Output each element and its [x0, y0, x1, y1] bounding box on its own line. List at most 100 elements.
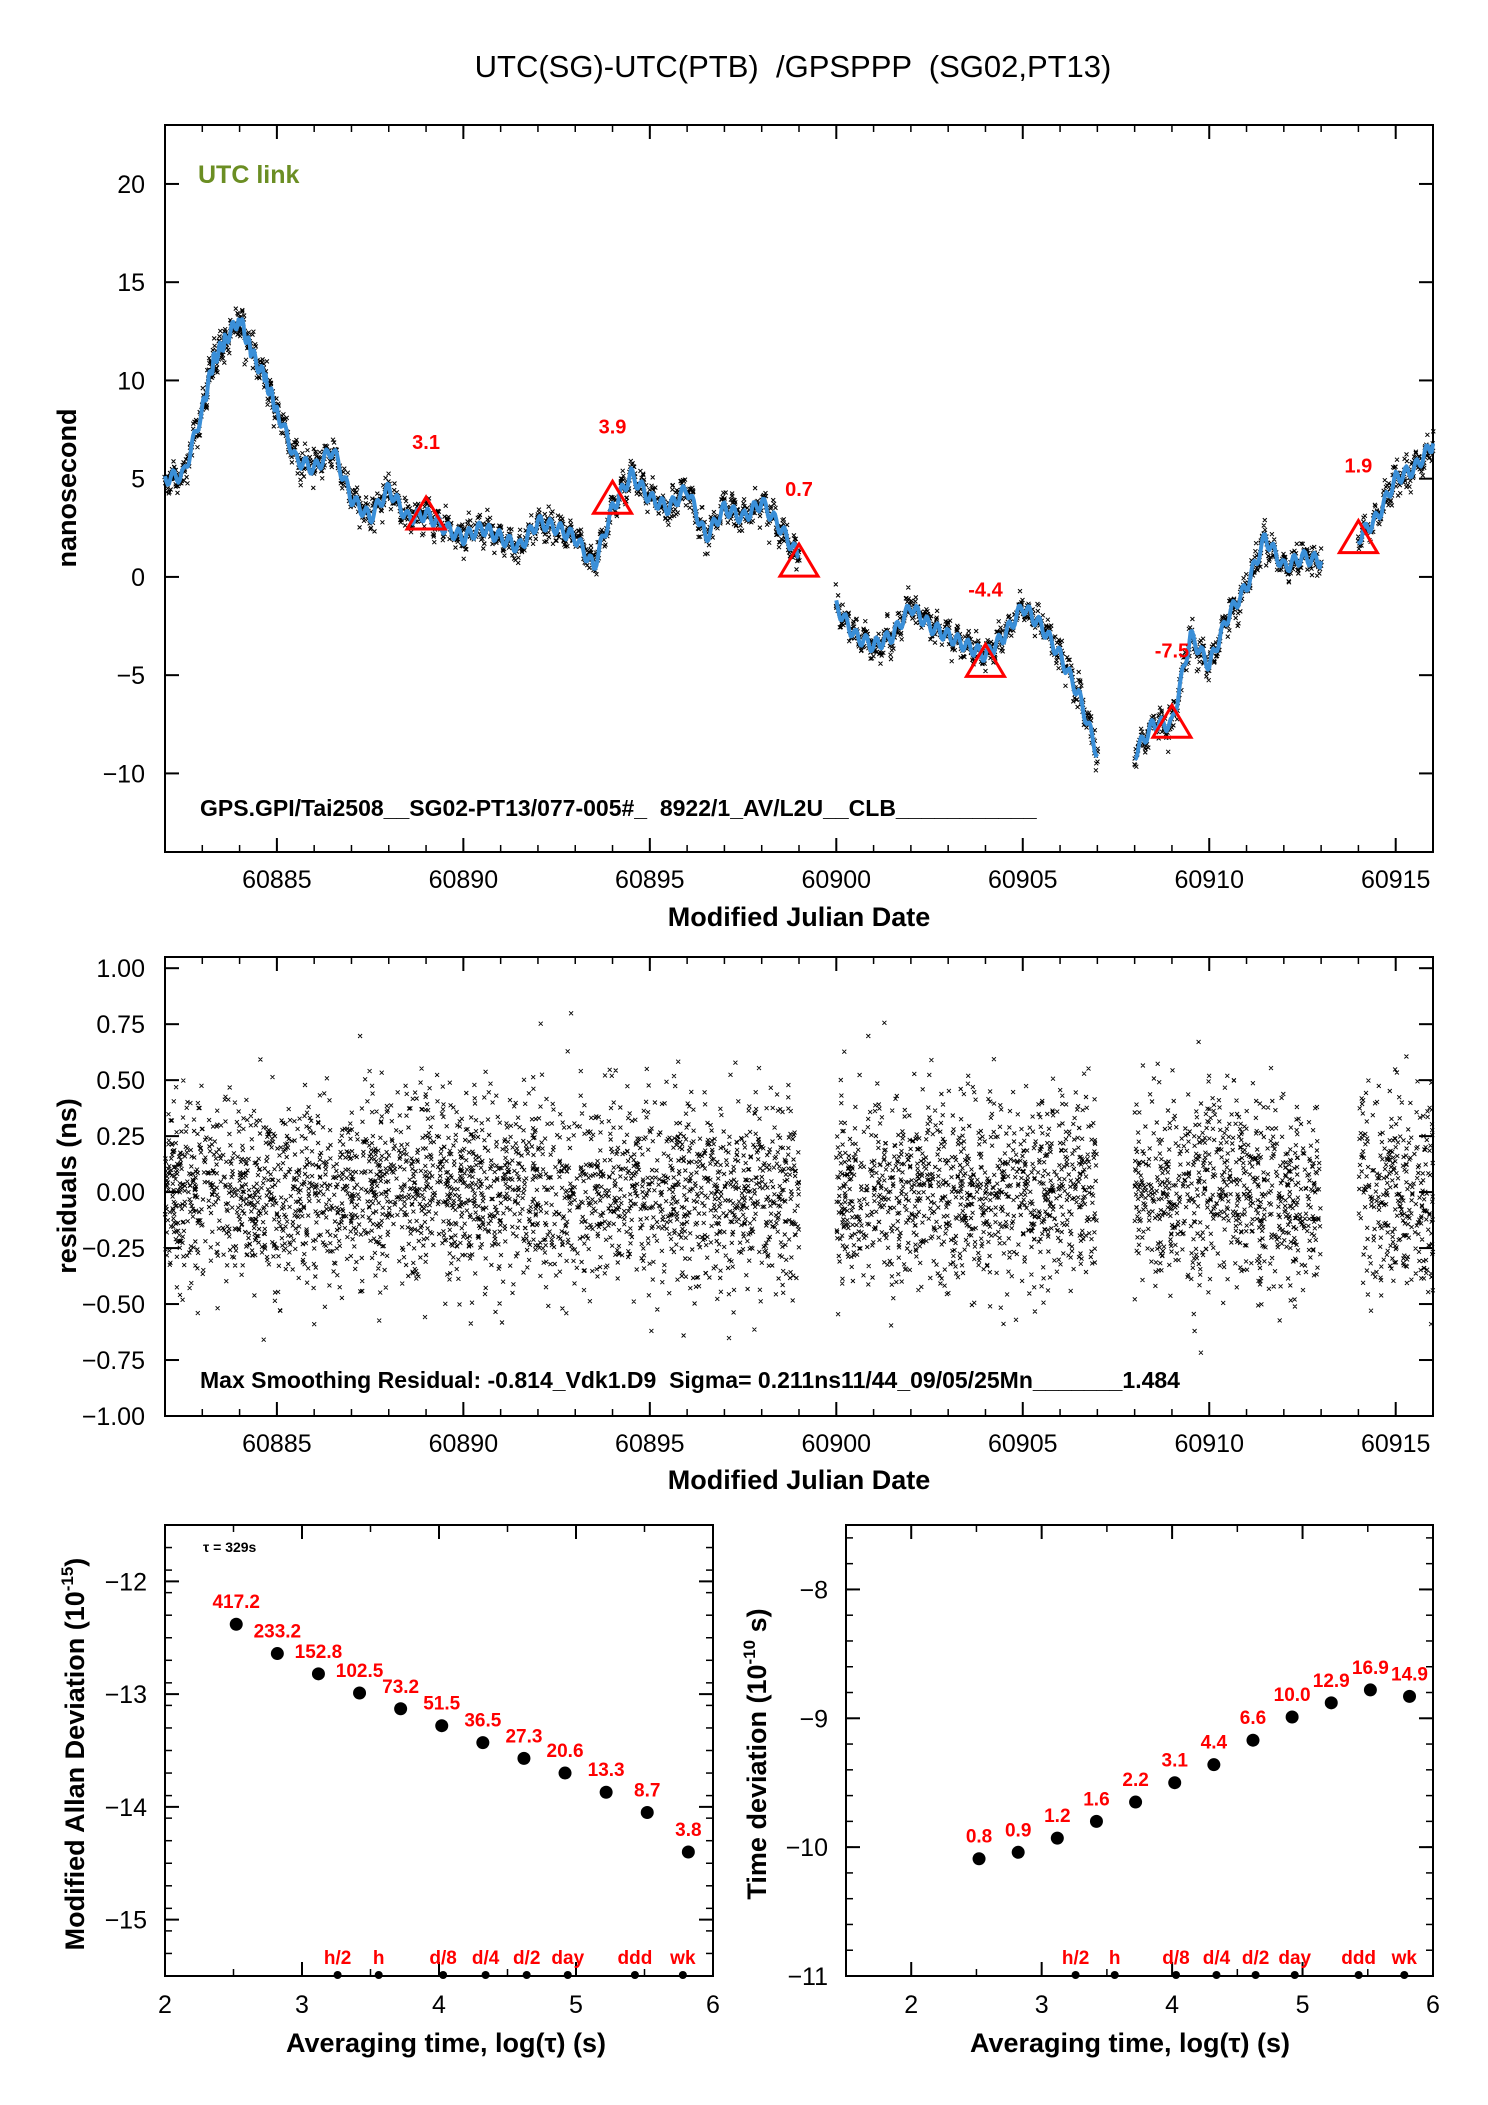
timeseries-smoothed-line: [1356, 443, 1435, 545]
deviation-point: [599, 1785, 613, 1799]
y-tick-label: 15: [117, 269, 145, 297]
x-tick-label: 60895: [615, 1430, 685, 1458]
deviation-point-label: 152.8: [295, 1642, 343, 1663]
residuals-ylabel: residuals (ns): [52, 1098, 82, 1274]
x-tick-label: 60915: [1361, 866, 1431, 894]
deviation-point-label: 4.4: [1201, 1733, 1228, 1754]
timeseries-legend-text: UTC link: [198, 161, 299, 189]
reference-label: h/2: [1062, 1948, 1089, 1969]
reference-point: [481, 1971, 490, 1979]
y-tick-label: −9: [799, 1705, 828, 1733]
reference-label: ddd: [617, 1948, 652, 1969]
deviation-point: [476, 1736, 490, 1750]
x-tick-label: 60900: [802, 866, 872, 894]
reference-label: d/2: [513, 1948, 540, 1969]
reference-label: day: [551, 1948, 584, 1969]
x-tick-label: 60900: [802, 1430, 872, 1458]
reference-point: [563, 1971, 572, 1979]
reference-label: day: [1278, 1948, 1311, 1969]
mdev-tau-text: τ = 329s: [203, 1539, 257, 1555]
deviation-point-label: 12.9: [1313, 1671, 1350, 1692]
timeseries-marker-triangle: [590, 478, 635, 515]
deviation-point-label: 0.9: [1005, 1820, 1031, 1841]
y-tick-label: 20: [117, 171, 145, 199]
x-tick-label: 2: [158, 1991, 172, 2019]
deviation-point-label: 36.5: [464, 1711, 501, 1732]
y-tick-label: −5: [116, 662, 145, 690]
deviation-point: [640, 1806, 654, 1820]
deviation-point: [311, 1667, 325, 1681]
timeseries-smoothed-line: [1134, 532, 1324, 761]
residuals-xlabel: Modified Julian Date: [668, 1465, 931, 1495]
deviation-point: [1246, 1733, 1260, 1747]
y-tick-label: −13: [105, 1681, 147, 1709]
deviation-point: [229, 1617, 243, 1631]
deviation-point-label: 2.2: [1122, 1770, 1148, 1791]
y-tick-label: 10: [117, 367, 145, 395]
timeseries-marker-label: -7.5: [1155, 640, 1189, 662]
x-tick-label: 60905: [988, 1430, 1058, 1458]
tdev-panel: 2 3 4 5 6 −11 −10 −9 −8 0.8 0.9 1.2 1.6 2.2 3.1 4.4 6.6…: [740, 1524, 1440, 2058]
y-tick-label: 0.50: [96, 1067, 145, 1095]
timeseries-marker-label: 0.7: [785, 479, 813, 501]
deviation-point-label: 1.6: [1083, 1789, 1109, 1810]
reference-point: [522, 1971, 531, 1979]
reference-label: d/4: [1203, 1948, 1231, 1969]
tdev-ticks: 2 3 4 5 6 −11 −10 −9 −8: [786, 1525, 1440, 2019]
timeseries-marker-label: 3.9: [599, 416, 627, 438]
deviation-point-label: 417.2: [212, 1592, 260, 1613]
reference-point: [439, 1971, 448, 1979]
deviation-point-label: 102.5: [336, 1661, 384, 1682]
timeseries-marker-label: 1.9: [1345, 456, 1373, 478]
deviation-point: [1363, 1683, 1377, 1697]
deviation-point-label: 233.2: [254, 1622, 302, 1643]
tdev-xlabel: Averaging time, log(τ) (s): [970, 2028, 1290, 2058]
mdev-ylabel-exp: -15: [58, 1567, 77, 1592]
y-tick-label: 0.00: [96, 1179, 145, 1207]
timeseries-smoothed-line: [163, 317, 800, 571]
y-tick-label: 1.00: [96, 955, 145, 983]
y-tick-label: −8: [799, 1576, 828, 1604]
figure-title: UTC(SG)-UTC(PTB) /GPSPPP (SG02,PT13): [475, 49, 1112, 84]
timeseries-xlabel: Modified Julian Date: [668, 902, 931, 932]
timeseries-ticks: 60885 60890 60895 60900 60905 60910 60915 −10 −5…: [103, 125, 1434, 894]
reference-label: d/2: [1242, 1948, 1269, 1969]
y-tick-label: −10: [103, 760, 145, 788]
deviation-point-label: 51.5: [423, 1694, 460, 1715]
reference-point: [1400, 1971, 1409, 1979]
deviation-point-label: 16.9: [1352, 1658, 1389, 1679]
residuals-marks: [162, 1010, 1436, 1356]
x-tick-label: 60910: [1174, 1430, 1244, 1458]
deviation-point-label: 3.8: [675, 1820, 701, 1841]
reference-label: wk: [1391, 1948, 1418, 1969]
x-tick-label: 60895: [615, 866, 685, 894]
deviation-point-label: 3.1: [1162, 1751, 1189, 1772]
timeseries-marker-label: 3.1: [412, 432, 440, 454]
y-tick-label: −10: [786, 1834, 828, 1862]
reference-label: ddd: [1341, 1948, 1376, 1969]
reference-label: h: [373, 1948, 385, 1969]
timeseries-lines: [163, 317, 1435, 761]
reference-point: [1290, 1971, 1299, 1979]
mdev-xlabel: Averaging time, log(τ) (s): [286, 2028, 606, 2058]
deviation-point: [1285, 1710, 1299, 1724]
deviation-point-label: 20.6: [547, 1741, 584, 1762]
deviation-point-label: 10.0: [1274, 1685, 1311, 1706]
tdev-ylabel: Time deviation (10-10 s): [740, 1608, 772, 1899]
reference-point: [374, 1971, 383, 1979]
y-tick-label: −14: [105, 1794, 148, 1822]
deviation-point: [558, 1766, 572, 1780]
tdev-ylabel-exp: -10: [740, 1640, 759, 1665]
reference-point: [1354, 1971, 1363, 1979]
reference-point: [1212, 1971, 1221, 1979]
deviation-point: [1129, 1795, 1143, 1809]
x-tick-label: 2: [904, 1991, 918, 2019]
mdev-panel: 2 3 4 5 6 −15 −14 −13 −12 417.2 233.2152.8102.573…: [58, 1524, 720, 2058]
x-tick-label: 60905: [988, 866, 1058, 894]
x-tick-label: 6: [706, 1991, 720, 2019]
reference-point: [1110, 1971, 1119, 1979]
deviation-point-label: 0.8: [966, 1827, 992, 1848]
deviation-point-label: 13.3: [588, 1760, 625, 1781]
timeseries-marker-triangle: [777, 541, 821, 578]
